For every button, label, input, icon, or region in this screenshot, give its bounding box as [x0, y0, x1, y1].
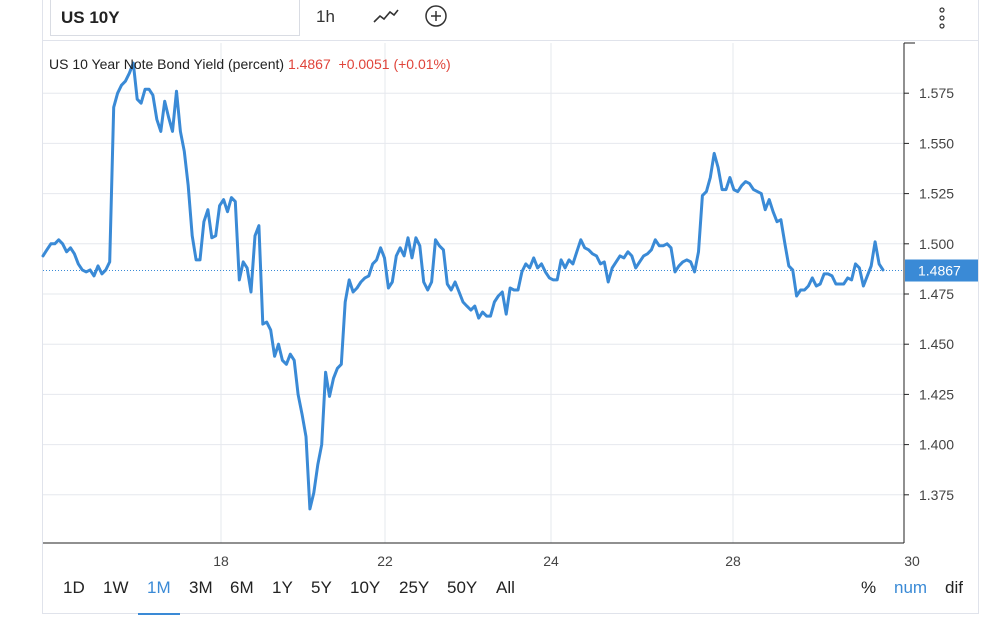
y-tick-label: 1.450 — [919, 336, 954, 352]
x-tick-label: 30 — [904, 553, 920, 569]
legend-title: US 10 Year Note Bond Yield (percent) — [49, 56, 285, 72]
range-1m-button[interactable]: 1M — [147, 578, 171, 597]
y-tick-label: 1.425 — [919, 386, 954, 402]
mode-percent-button[interactable]: % — [861, 578, 877, 597]
series-line — [41, 61, 885, 511]
legend-change: +0.0051 — [338, 56, 390, 72]
range-all-button[interactable]: All — [496, 578, 515, 597]
range-50y-button[interactable]: 50Y — [447, 578, 478, 597]
x-tick-label: 22 — [377, 553, 393, 569]
chart-frame — [42, 0, 979, 614]
y-tick-label: 1.500 — [919, 236, 954, 252]
range-1w-button[interactable]: 1W — [103, 578, 129, 597]
legend-change-pct: (+0.01%) — [393, 56, 451, 72]
range-25y-button[interactable]: 25Y — [399, 578, 430, 597]
y-tick-label: 1.550 — [919, 135, 954, 151]
price-label: 1.4867 — [918, 263, 961, 279]
range-6m-button[interactable]: 6M — [230, 578, 254, 597]
range-1d-button[interactable]: 1D — [63, 578, 85, 597]
price-label-background — [905, 259, 978, 282]
range-3m-button[interactable]: 3M — [189, 578, 213, 597]
x-tick-label: 24 — [543, 553, 559, 569]
x-tick-label: 18 — [213, 553, 229, 569]
range-10y-button[interactable]: 10Y — [350, 578, 381, 597]
y-tick-label: 1.475 — [919, 286, 954, 302]
y-tick-label: 1.375 — [919, 487, 954, 503]
y-tick-label: 1.525 — [919, 186, 954, 202]
vertical-dots-icon[interactable] — [932, 4, 952, 30]
symbol-search-input[interactable]: US 10Y — [50, 0, 300, 36]
legend-last-value: 1.4867 — [287, 56, 331, 72]
range-1y-button[interactable]: 1Y — [272, 578, 293, 597]
x-tick-label: 28 — [725, 553, 741, 569]
chart-legend: US 10 Year Note Bond Yield (percent) 1.4… — [49, 56, 451, 72]
line-chart-icon[interactable] — [372, 4, 400, 30]
active-range-underline — [138, 613, 180, 615]
chart-toolbar — [42, 0, 979, 41]
y-tick-label: 1.575 — [919, 85, 954, 101]
plus-circle-icon[interactable] — [423, 4, 451, 30]
range-5y-button[interactable]: 5Y — [311, 578, 332, 597]
interval-button[interactable]: 1h — [316, 7, 335, 26]
y-tick-label: 1.400 — [919, 437, 954, 453]
mode-dif-button[interactable]: dif — [945, 578, 963, 597]
mode-num-button[interactable]: num — [894, 578, 928, 597]
